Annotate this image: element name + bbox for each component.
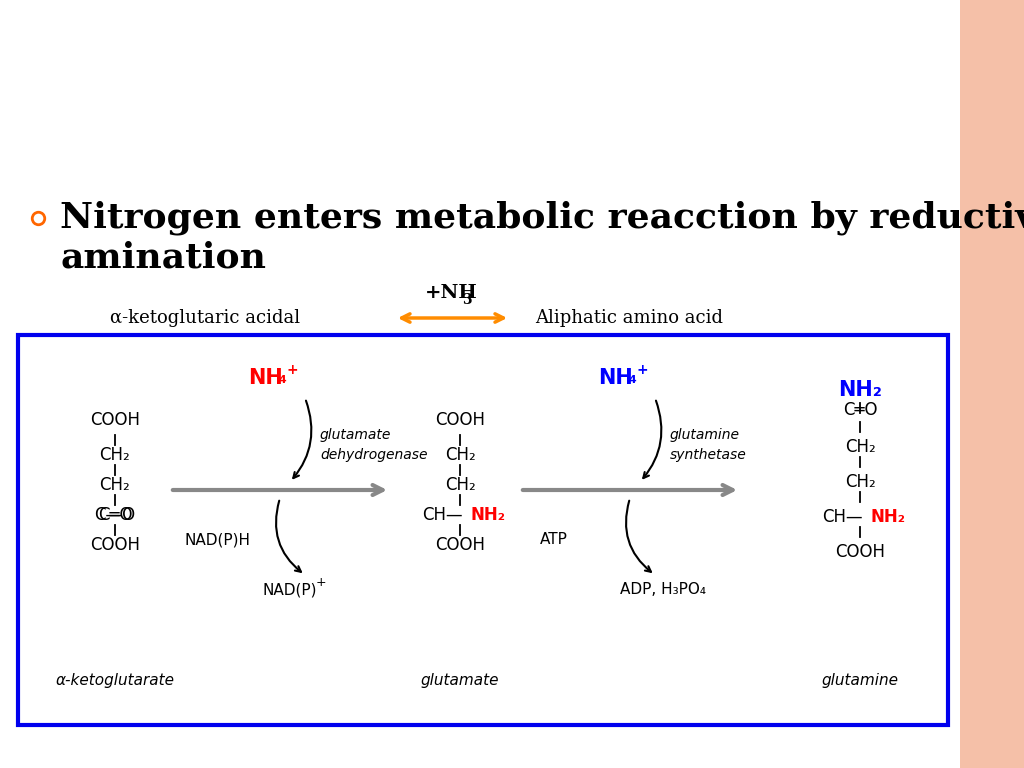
Text: glutamine: glutamine — [821, 673, 898, 687]
Text: NH: NH — [248, 368, 283, 388]
Text: NAD(P): NAD(P) — [262, 582, 316, 598]
Text: +: + — [316, 575, 327, 588]
Text: ₄: ₄ — [629, 369, 637, 387]
Text: α-ketoglutarate: α-ketoglutarate — [55, 673, 174, 687]
Bar — [961, 0, 1024, 768]
Text: CH₂: CH₂ — [99, 476, 130, 494]
Text: ADP, H₃PO₄: ADP, H₃PO₄ — [620, 582, 706, 598]
Text: Nitrogen enters metabolic reacction by reductive: Nitrogen enters metabolic reacction by r… — [60, 200, 1024, 235]
Text: α-ketoglutaric acidal: α-ketoglutaric acidal — [110, 309, 300, 327]
Text: glutamate: glutamate — [319, 428, 391, 442]
Text: CH₂: CH₂ — [845, 438, 876, 456]
Text: CH₂: CH₂ — [99, 446, 130, 464]
Text: +NH: +NH — [425, 284, 478, 302]
Text: NH: NH — [598, 368, 633, 388]
Text: CH₂: CH₂ — [444, 446, 475, 464]
Text: C═O: C═O — [843, 401, 878, 419]
Text: COOH: COOH — [435, 536, 485, 554]
Text: CH₂: CH₂ — [444, 476, 475, 494]
Text: CH₂: CH₂ — [845, 473, 876, 491]
Text: C═O: C═O — [97, 506, 132, 524]
Text: Aliphatic amino acid: Aliphatic amino acid — [535, 309, 723, 327]
Text: dehydrogenase: dehydrogenase — [319, 448, 427, 462]
Text: COOH: COOH — [835, 543, 885, 561]
Text: NH₂: NH₂ — [470, 506, 506, 524]
Text: COOH: COOH — [90, 536, 140, 554]
Text: glutamate: glutamate — [421, 673, 500, 687]
Text: glutamine: glutamine — [670, 428, 740, 442]
Text: +: + — [286, 363, 298, 377]
Text: +: + — [636, 363, 647, 377]
Text: COOH: COOH — [435, 411, 485, 429]
Text: NAD(P)H: NAD(P)H — [185, 532, 251, 548]
Text: NH₂: NH₂ — [838, 380, 882, 400]
Text: COOH: COOH — [90, 411, 140, 429]
Text: CH—: CH— — [821, 508, 862, 526]
Text: ₄: ₄ — [279, 369, 287, 387]
Text: 3: 3 — [462, 293, 472, 307]
Bar — [18, 335, 948, 725]
Text: NH₂: NH₂ — [870, 508, 905, 526]
Text: amination: amination — [60, 241, 266, 275]
Text: C—O: C—O — [94, 506, 135, 524]
Text: ATP: ATP — [540, 532, 568, 548]
Text: synthetase: synthetase — [670, 448, 746, 462]
Text: CH—: CH— — [422, 506, 462, 524]
